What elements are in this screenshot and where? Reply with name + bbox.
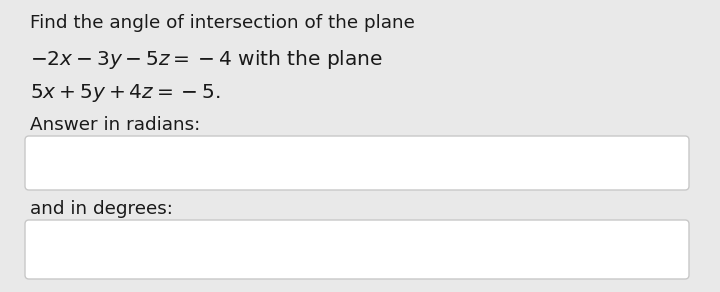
Text: $-2x - 3y - 5z = -4$ with the plane: $-2x - 3y - 5z = -4$ with the plane: [30, 48, 383, 71]
Text: and in degrees:: and in degrees:: [30, 200, 173, 218]
FancyBboxPatch shape: [25, 136, 689, 190]
Text: Find the angle of intersection of the plane: Find the angle of intersection of the pl…: [30, 14, 415, 32]
Text: Answer in radians:: Answer in radians:: [30, 116, 200, 134]
Text: $5x + 5y + 4z = -5.$: $5x + 5y + 4z = -5.$: [30, 82, 220, 104]
FancyBboxPatch shape: [25, 220, 689, 279]
